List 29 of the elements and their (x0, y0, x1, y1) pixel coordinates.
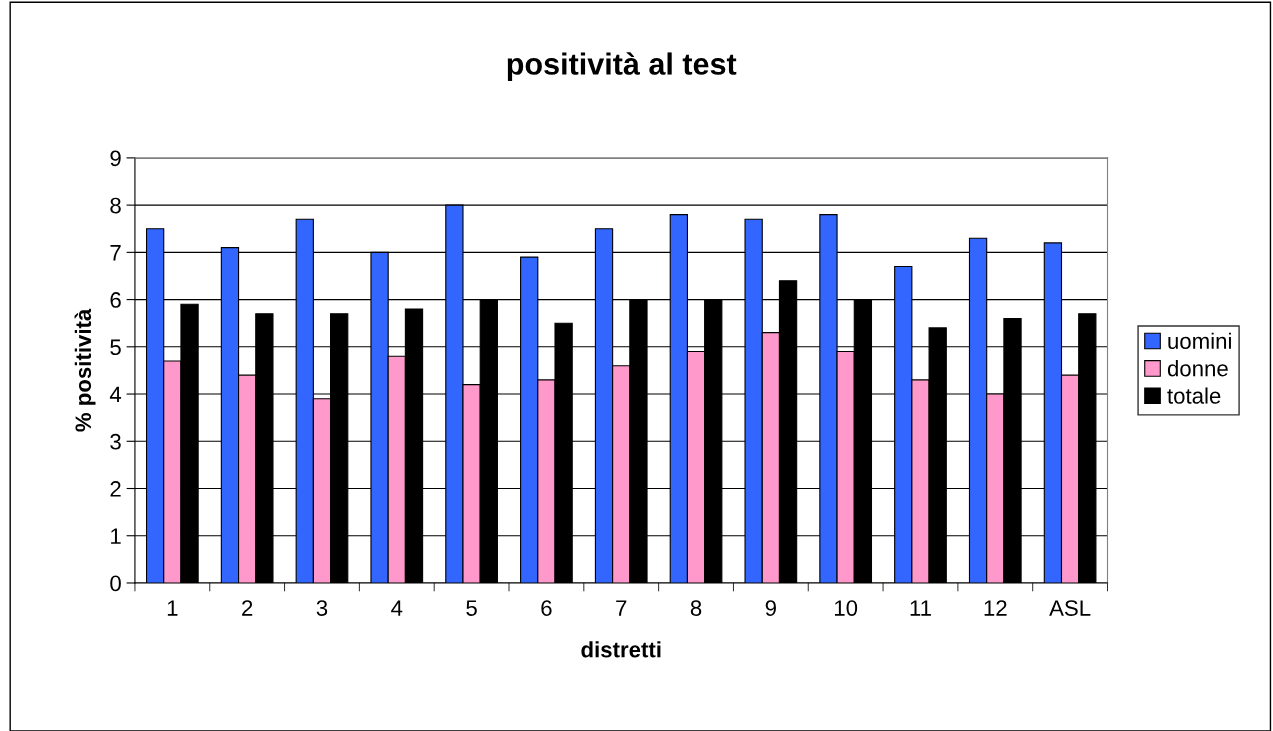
x-tick-label: 8 (690, 600, 702, 616)
y-tick-label: 9 (110, 150, 121, 167)
x-axis-title: distretti (581, 641, 661, 658)
legend-label: totale (1167, 387, 1221, 404)
y-tick-label: 4 (109, 386, 122, 403)
x-tick-label: 5 (466, 600, 477, 616)
x-tick-label: ASL (1049, 600, 1091, 616)
y-tick-label: 6 (110, 292, 121, 308)
y-tick-label: 5 (110, 339, 121, 356)
y-tick-label: 7 (110, 245, 121, 261)
y-tick-label: 0 (110, 575, 121, 592)
x-tick-label: 9 (765, 600, 776, 616)
legend-label: donne (1167, 360, 1228, 377)
y-tick-label: 2 (110, 481, 121, 497)
x-tick-label: 12 (984, 600, 1007, 616)
x-tick-label: 1 (167, 600, 178, 616)
y-tick-label: 3 (110, 433, 121, 450)
x-tick-label: 7 (616, 600, 627, 616)
y-tick-label: 1 (111, 528, 121, 544)
x-tick-label: 11 (910, 600, 931, 616)
legend-label: uomini (1168, 332, 1231, 350)
y-tick-label: 8 (110, 197, 121, 214)
y-axis-title: % positività (74, 308, 96, 432)
x-tick-label: 6 (541, 600, 552, 616)
x-tick-label: 3 (316, 600, 328, 616)
x-tick-label: 10 (835, 600, 858, 616)
x-tick-label: 2 (242, 600, 253, 616)
x-tick-label: 4 (391, 600, 403, 616)
chart-title: positività al test (507, 52, 737, 81)
